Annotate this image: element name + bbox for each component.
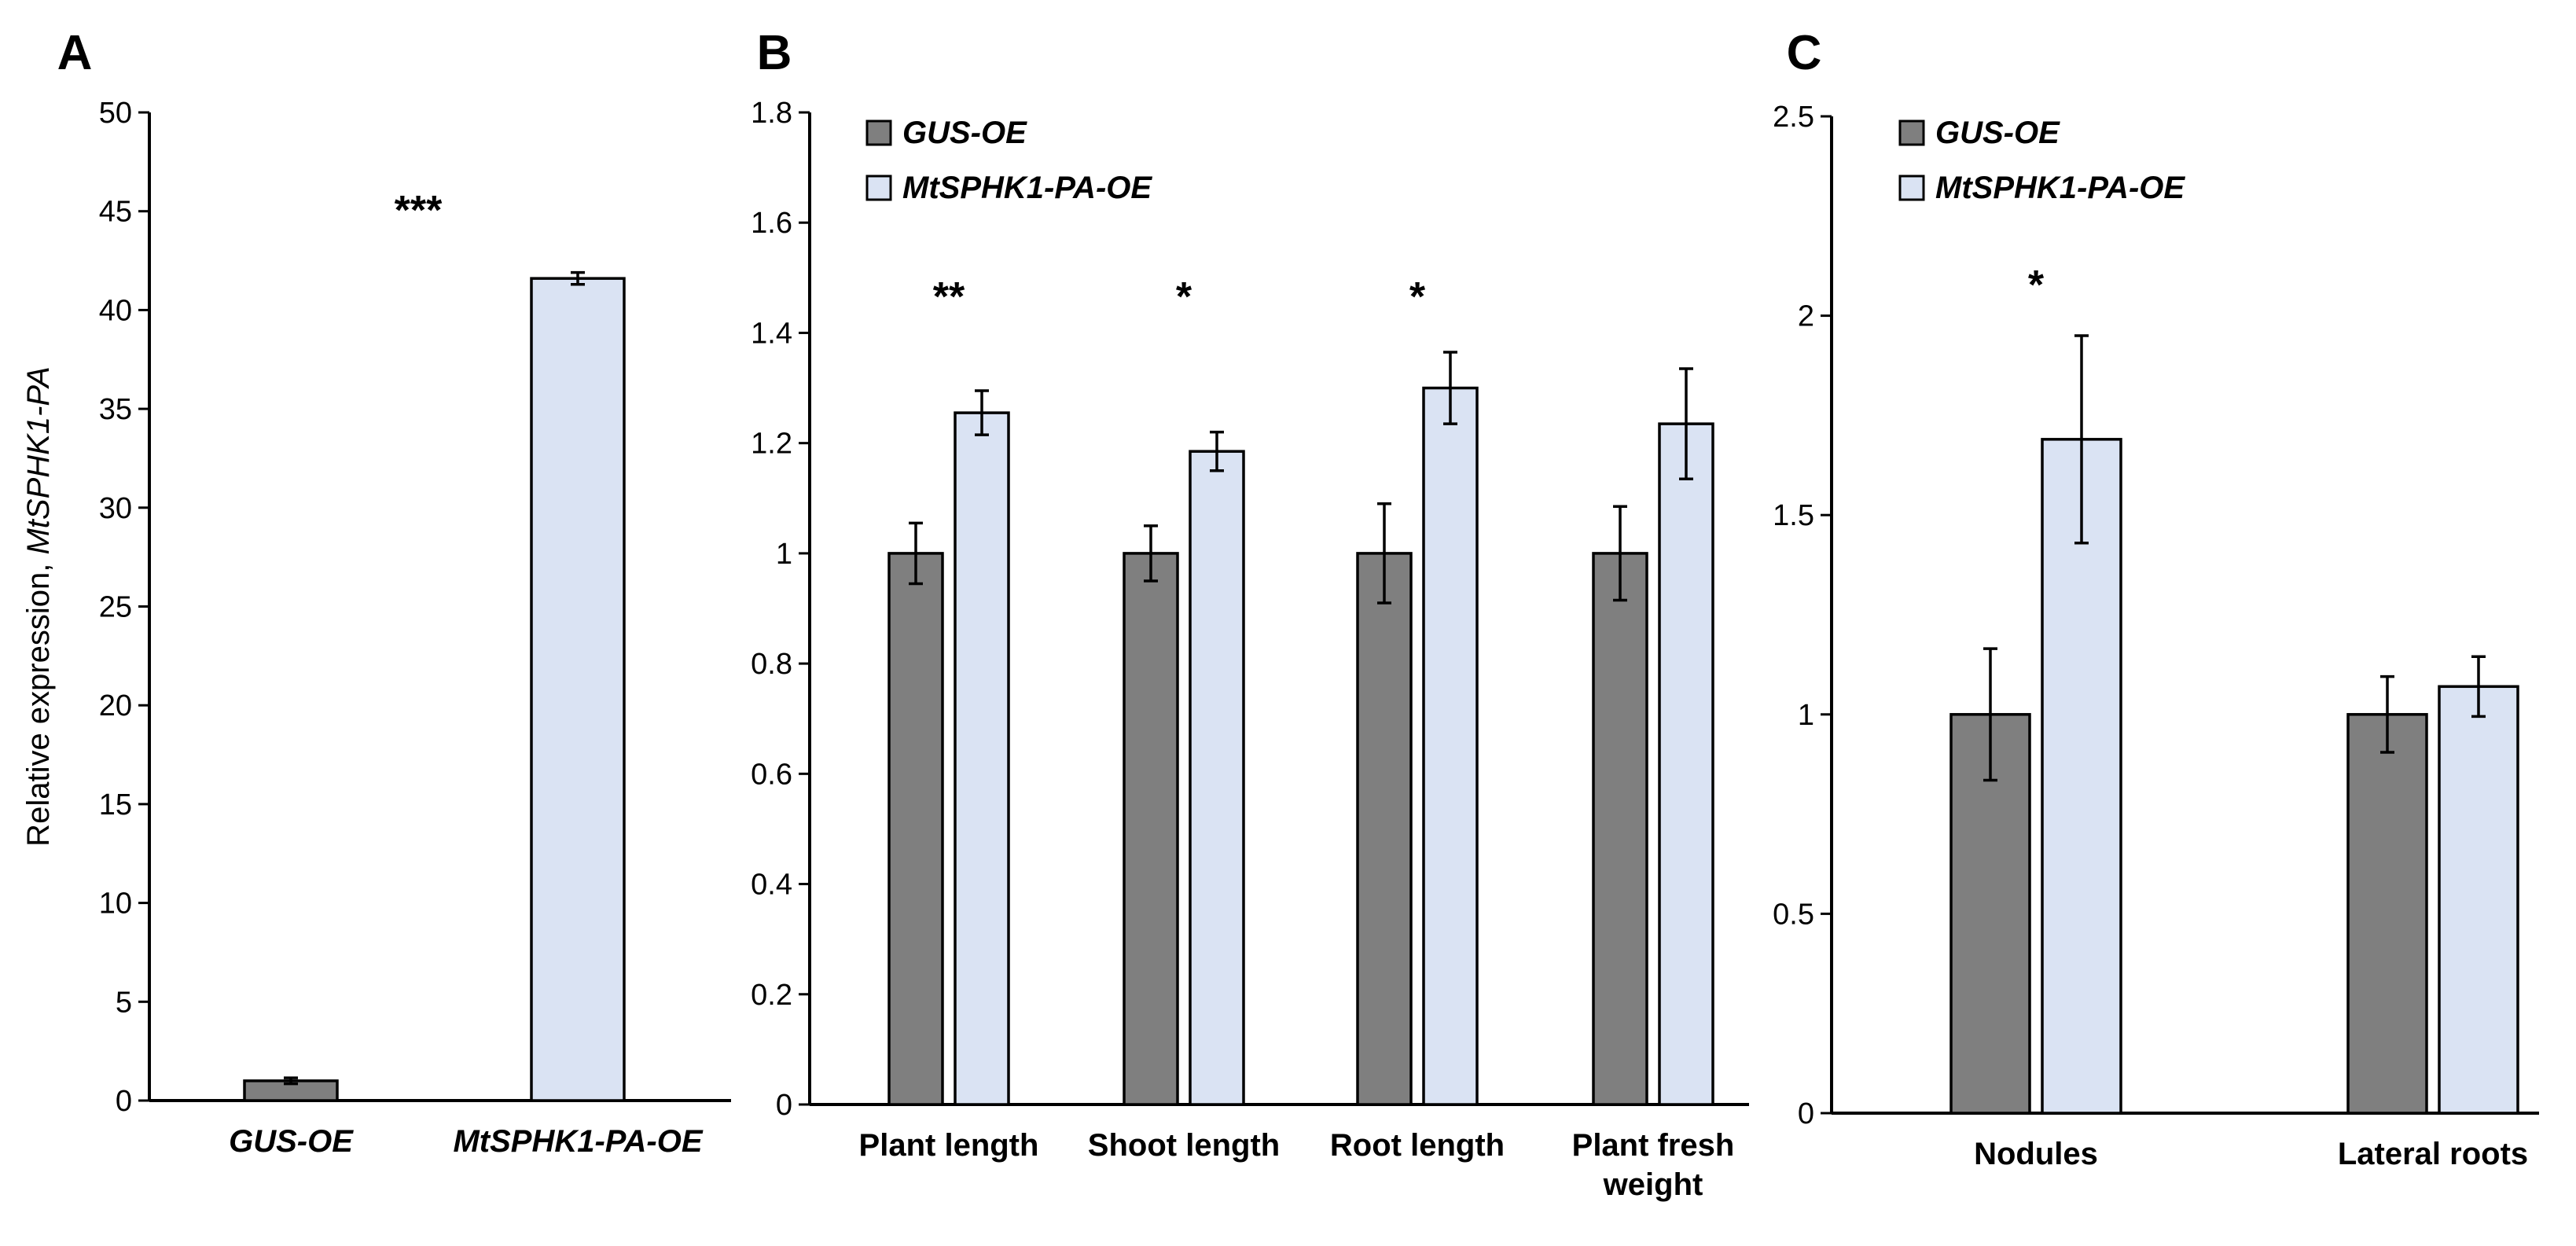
bar-mtsphk1-pa-oe-2: [1422, 386, 1479, 1106]
y-tick-label: 5: [116, 986, 132, 1019]
legend: GUS-OE MtSPHK1-PA-OE: [865, 116, 1152, 205]
x-category-label: GUS-OE: [229, 1124, 354, 1159]
legend-swatch: [865, 175, 892, 201]
legend-swatch: [1898, 175, 1925, 201]
y-tick-label: 1.5: [1773, 499, 1814, 532]
y-tick-label: 40: [99, 294, 132, 327]
y-axis-label: Relative expression, MtSPHK1-PA: [21, 366, 56, 847]
y-axis-label-plain: Relative expression,: [21, 555, 56, 847]
y-tick-label: 2.5: [1773, 101, 1814, 134]
y-tick-label: 1: [776, 538, 792, 571]
x-category-label: MtSPHK1-PA-OE: [453, 1124, 703, 1159]
y-tick-label: 0.4: [751, 869, 792, 902]
significance-marker: ***: [395, 188, 443, 233]
y-tick-label: 0.6: [751, 758, 792, 791]
y-tick-label: 1.8: [751, 97, 792, 130]
bar-gus-oe-3: [1592, 552, 1648, 1106]
y-tick-label: 0: [776, 1089, 792, 1122]
y-tick-label: 45: [99, 196, 132, 229]
y-tick-label: 15: [99, 788, 132, 821]
panel-a: A 0 5 10 15 20 25 30 35 40 45 50 Relative expression…: [21, 26, 731, 1159]
x-category-label: Plant fresh weight: [1572, 1128, 1735, 1202]
legend: GUS-OE MtSPHK1-PA-OE: [1898, 116, 2185, 205]
panel-c: C 0 0.5 1 1.5 2 2.5 Nodules Lateral roots * GUS-OE…: [1773, 26, 2539, 1171]
x-category-label: Plant length: [859, 1128, 1039, 1163]
y-tick-label: 0: [116, 1085, 132, 1118]
y-tick-label: 30: [99, 492, 132, 525]
bar-gus-oe-1: [1123, 552, 1179, 1106]
legend-swatch: [1898, 119, 1925, 146]
significance-marker: **: [933, 274, 965, 320]
y-tick-label: 2: [1798, 300, 1814, 333]
y-tick-label: 1.6: [751, 207, 792, 240]
y-tick-label: 0.2: [751, 979, 792, 1012]
y-tick-label: 35: [99, 393, 132, 426]
legend-label: MtSPHK1-PA-OE: [1935, 171, 2185, 205]
legend-label: GUS-OE: [902, 116, 1027, 150]
y-tick-label: 10: [99, 888, 132, 921]
legend-swatch: [865, 119, 892, 146]
bar-gus-oe-0: [887, 552, 944, 1106]
bar-value-0: [243, 1079, 339, 1102]
x-category-label: Root length: [1330, 1128, 1505, 1163]
y-tick-label: 25: [99, 591, 132, 624]
bar-gus-oe-1: [2346, 713, 2428, 1115]
legend-label: GUS-OE: [1935, 116, 2060, 150]
bar-mtsphk1-pa-oe-3: [1658, 422, 1714, 1106]
y-tick-label: 50: [99, 97, 132, 130]
significance-marker: *: [2028, 263, 2045, 308]
bar-gus-oe-2: [1356, 552, 1413, 1106]
y-tick-label: 0: [1798, 1097, 1814, 1130]
y-tick-label: 0.5: [1773, 898, 1814, 931]
x-category-label: Nodules: [1974, 1137, 2098, 1171]
y-axis-label-gene: MtSPHK1-PA: [21, 366, 56, 554]
significance-marker: *: [1176, 274, 1192, 320]
y-tick-label: 0.8: [751, 648, 792, 681]
panel-letter: C: [1787, 26, 1822, 80]
x-category-label: Lateral roots: [2338, 1137, 2528, 1171]
bar-mtsphk1-pa-oe-0: [954, 411, 1010, 1106]
significance-marker: *: [1409, 274, 1426, 320]
y-tick-label: 1: [1798, 699, 1814, 732]
y-tick-label: 1.4: [751, 317, 792, 350]
bar-mtsphk1-pa-oe-0: [2041, 438, 2122, 1115]
legend-label: MtSPHK1-PA-OE: [902, 171, 1152, 205]
panel-b: B 0 0.2 0.4 0.6 0.8 1 1.2 1.4 1.6 1.8 Plant length S…: [751, 26, 1749, 1202]
bar-value-1: [530, 277, 626, 1102]
x-category-label: Shoot length: [1088, 1128, 1280, 1163]
y-tick-label: 20: [99, 689, 132, 722]
panel-letter: A: [57, 26, 93, 80]
panel-letter: B: [757, 26, 792, 80]
y-tick-label: 1.2: [751, 428, 792, 461]
bar-mtsphk1-pa-oe-1: [2438, 685, 2519, 1115]
bar-mtsphk1-pa-oe-1: [1189, 450, 1245, 1106]
